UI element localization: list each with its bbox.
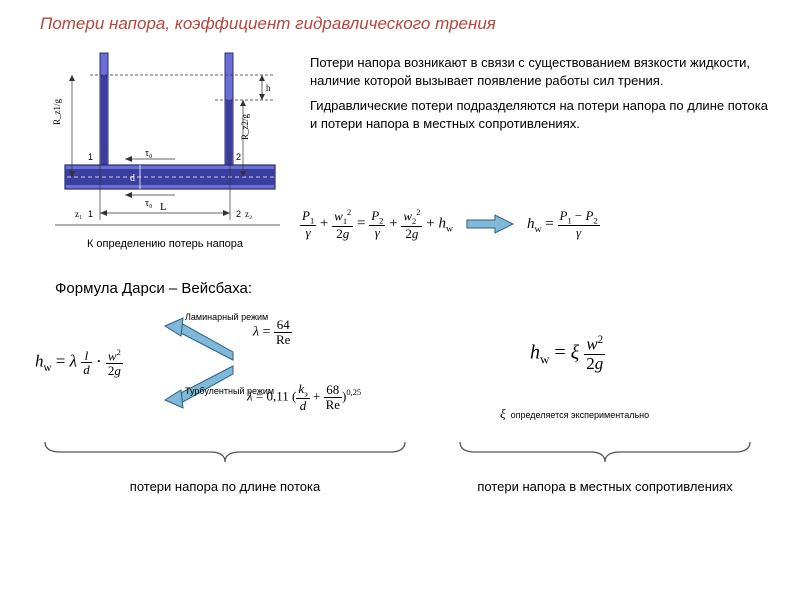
formula-row: P1γ + w122g = P2γ + w222g + hw hw = P1 −… (300, 208, 780, 240)
hw-formula: hw = P1 − P2γ (527, 209, 600, 240)
bracket-left-caption: потери напора по длине потока (40, 479, 410, 494)
svg-text:h: h (266, 83, 271, 93)
svg-text:2: 2 (236, 209, 241, 219)
svg-text:z₁: z₁ (75, 209, 82, 219)
laminar-formula: λ = 64Re (253, 318, 292, 346)
intro-p1: Потери напора возникают в связи с сущест… (310, 54, 770, 89)
xi-note-text: определяется экспериментально (511, 410, 650, 420)
xi-formula: hw = ξ w22g (530, 335, 605, 372)
darcy-label: Формула Дарси – Вейсбаха: (55, 280, 252, 297)
bracket-right-caption: потери напора в местных сопротивлениях (455, 479, 755, 494)
schematic-diagram: h τ₀ τ₀ d 1 2 1 2 L z₁ z₂ R_z1/g R_z2/g (30, 45, 290, 230)
arrow-icon (465, 213, 515, 235)
svg-text:1: 1 (88, 209, 93, 219)
intro-text: Потери напора возникают в связи с сущест… (310, 54, 770, 140)
svg-text:2: 2 (236, 152, 241, 162)
page-title: Потери напора, коэффициент гидравлическо… (40, 14, 496, 34)
lambda-branch: Ламинарный режим Турбулентный режим λ = … (155, 310, 425, 420)
bracket-right: потери напора в местных сопротивлениях (455, 440, 755, 494)
bracket-right-svg (455, 440, 755, 468)
svg-text:τ₀: τ₀ (145, 198, 153, 209)
svg-text:R_z2/g: R_z2/g (240, 114, 250, 140)
svg-text:R_z1/g: R_z1/g (52, 99, 62, 125)
bracket-left: потери напора по длине потока (40, 440, 410, 494)
svg-text:d: d (130, 173, 135, 184)
svg-text:1: 1 (88, 152, 93, 162)
schematic-caption: К определению потерь напора (70, 238, 260, 250)
darcy-formula: hw = λ ld · w22g (35, 348, 123, 378)
bernoulli-formula: P1γ + w122g = P2γ + w222g + hw (300, 208, 453, 240)
turb-formula: λ = 0,11 (kэd + 68Re)0,25 (247, 382, 361, 413)
svg-text:L: L (160, 201, 167, 213)
branch-arrows-svg (155, 310, 245, 420)
schematic-svg: h τ₀ τ₀ d 1 2 1 2 L z₁ z₂ R_z1/g R_z2/g (30, 45, 290, 235)
bracket-left-svg (40, 440, 410, 468)
svg-text:τ₀: τ₀ (145, 148, 153, 159)
intro-p2: Гидравлические потери подразделяются на … (310, 97, 770, 132)
svg-text:z₂: z₂ (245, 209, 252, 219)
xi-note: ξ определяется экспериментально (500, 406, 649, 422)
